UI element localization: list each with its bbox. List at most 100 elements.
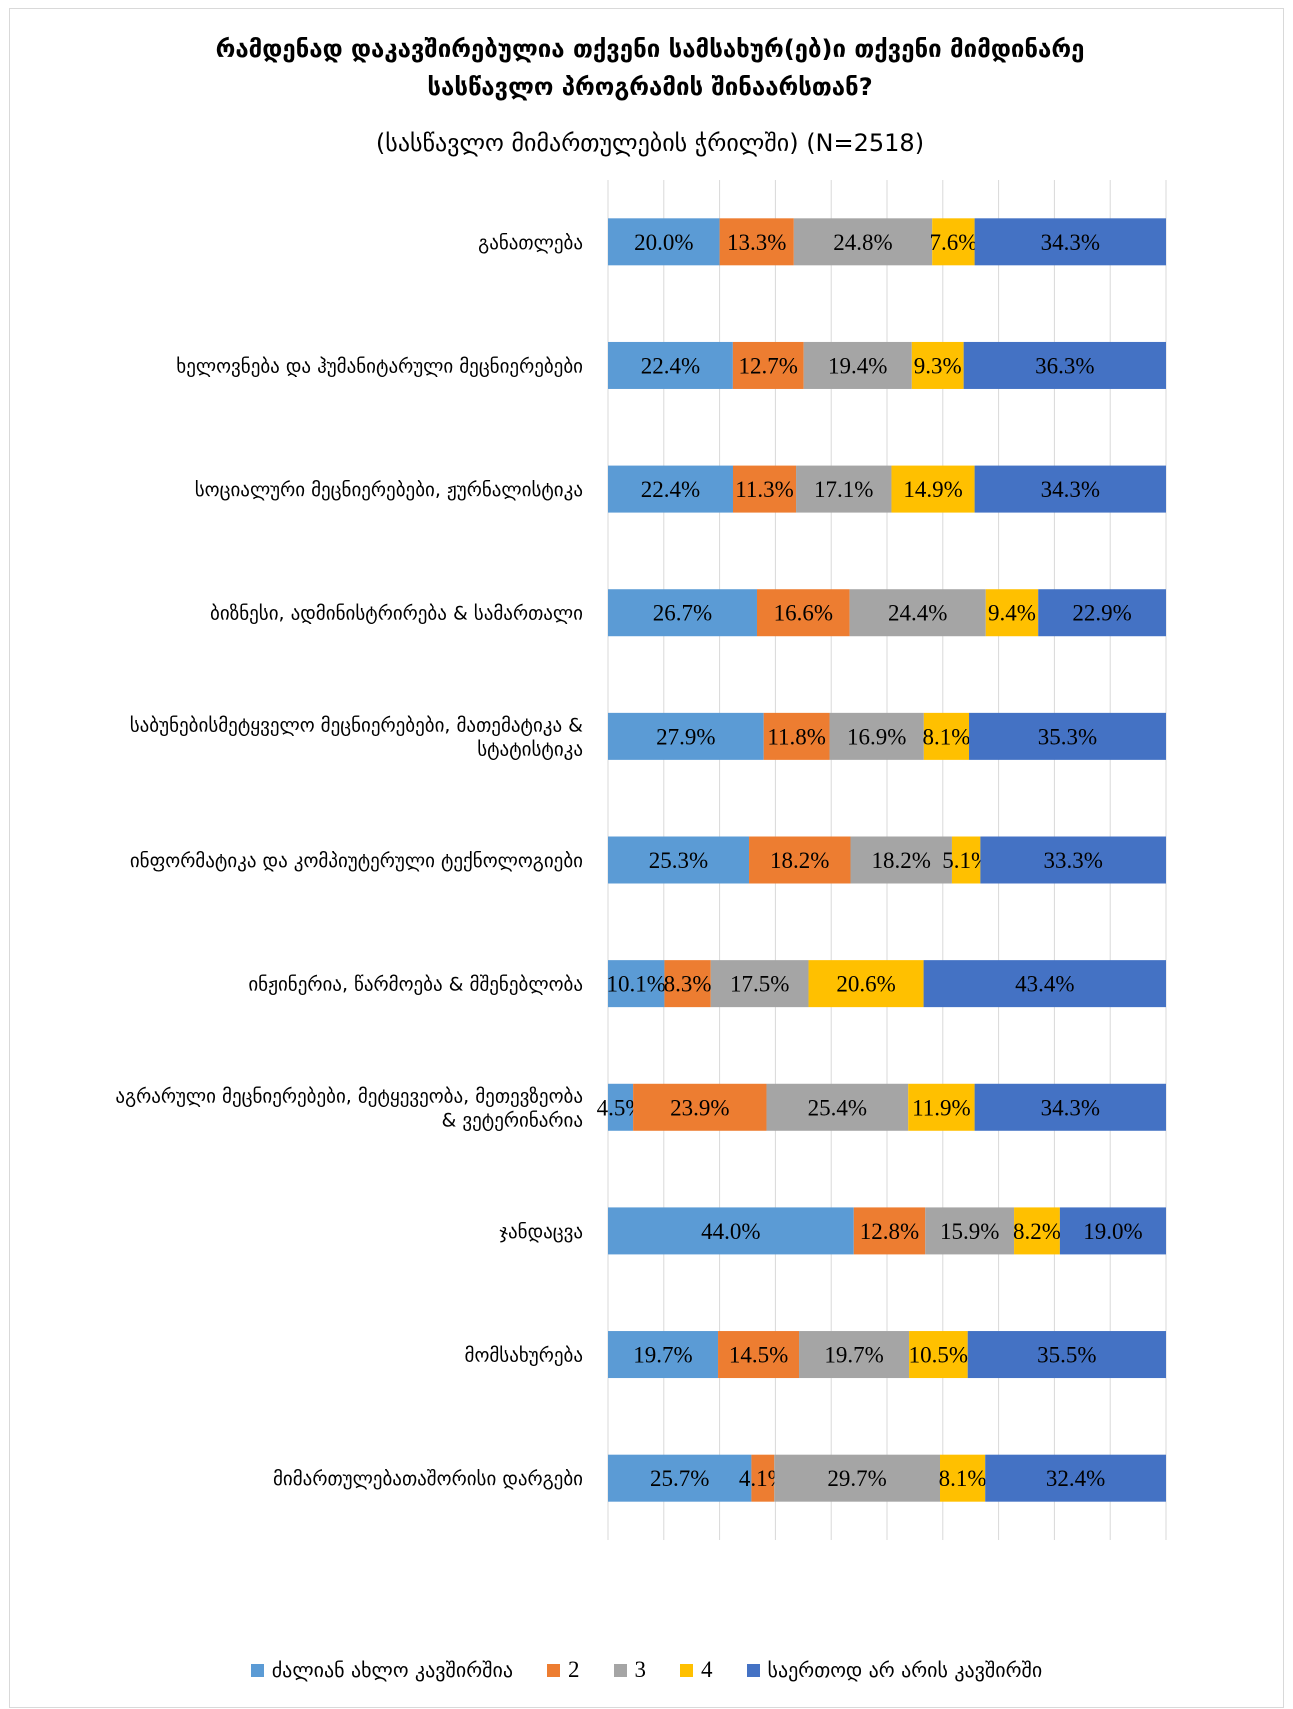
bar-segment [932, 218, 975, 266]
category-label: ინჟინერია, წარმოება & მშენებლობა [248, 974, 583, 996]
bar-segment [923, 712, 970, 760]
bar-segment [891, 465, 975, 513]
data-label: 43.4% [1015, 972, 1074, 997]
data-label: 27.9% [656, 724, 715, 749]
bar-segment [1059, 1207, 1166, 1255]
legend-label: 3 [634, 1657, 647, 1682]
category-label: საბუნებისმეტყველო მეცნიერებები, მათემატი… [130, 714, 583, 736]
bar-segment [985, 589, 1039, 637]
bar-segment [974, 465, 1166, 513]
data-label: 25.3% [649, 848, 708, 873]
bar-segment [756, 589, 850, 637]
data-label: 29.7% [827, 1466, 886, 1491]
data-label: 8.1% [922, 724, 970, 749]
data-label: 17.1% [814, 477, 873, 502]
bar-segment [732, 341, 804, 389]
data-label: 18.2% [872, 848, 931, 873]
bar-segment [796, 465, 892, 513]
data-label: 23.9% [670, 1095, 729, 1120]
legend-label: ძალიან ახლო კავშირშია [271, 1658, 514, 1682]
legend: ძალიან ახლო კავშირშია 2 3 4 საერთოდ არ არის … [0, 1657, 1293, 1683]
bar-segment [853, 1207, 926, 1255]
category-label: ხელოვნება და ჰუმანიტარული მეცნიერებები [176, 355, 583, 377]
legend-item: 4 [680, 1657, 713, 1683]
bar-segment [719, 218, 794, 266]
bar-segment [751, 1454, 775, 1502]
bar-segment [718, 1331, 800, 1379]
category-label: ინფორმატიკა და კომპიუტერული ტექნოლოგიები [130, 850, 583, 872]
data-label: 22.4% [641, 477, 700, 502]
category-label: ბიზნესი, ადმინისტრირება & სამართალი [210, 603, 583, 625]
data-label: 16.6% [774, 601, 833, 626]
bar-segment [974, 218, 1166, 266]
bar-segment [774, 1454, 941, 1502]
legend-swatch [680, 1663, 694, 1677]
data-label: 10.1% [606, 972, 665, 997]
bar-segment [608, 712, 764, 760]
data-label: 34.3% [1041, 1095, 1100, 1120]
data-label: 35.5% [1037, 1343, 1096, 1368]
bar-segment [967, 1331, 1166, 1379]
data-label: 24.8% [833, 230, 892, 255]
data-label: 8.2% [1013, 1219, 1061, 1244]
legend-item: საერთოდ არ არის კავშირში [746, 1658, 1042, 1682]
bar-segment [940, 1454, 986, 1502]
bar-segment [799, 1331, 910, 1379]
data-label: 24.4% [888, 601, 947, 626]
chart-title: რამდენად დაკავშირებულია თქვენი სამსახურ(… [60, 30, 1240, 106]
data-label: 32.4% [1046, 1466, 1105, 1491]
bar-segment [969, 712, 1166, 760]
data-label: 9.4% [988, 601, 1036, 626]
legend-swatch [250, 1663, 264, 1677]
bar-segment [710, 960, 809, 1008]
category-label: აგრარული მეცნიერებები, მეტყევეობა, მეთევ… [115, 1085, 583, 1107]
data-label: 7.6% [929, 230, 977, 255]
bar-segment [608, 218, 720, 266]
bar-segment [766, 1083, 909, 1131]
data-label: 16.9% [847, 724, 906, 749]
data-label: 25.7% [650, 1466, 709, 1491]
bar-segment [749, 836, 851, 884]
data-label: 20.0% [634, 230, 693, 255]
bar-segment [608, 1454, 752, 1502]
category-label: ჯანდაცვა [499, 1221, 583, 1243]
legend-swatch [746, 1663, 760, 1677]
bar-segment [911, 341, 964, 389]
data-label: 33.3% [1043, 848, 1102, 873]
bar-segment [608, 1207, 854, 1255]
category-label: სტატისტიკა [477, 738, 583, 760]
data-label: 19.7% [633, 1343, 692, 1368]
bar-segment [664, 960, 711, 1008]
data-label: 35.3% [1038, 724, 1097, 749]
data-label: 14.9% [903, 477, 962, 502]
bar-segment [980, 836, 1166, 884]
stacked-bar-chart: განათლება 20.0% 13.3% 24.8% 7.6% 34.3% ხელოვნე… [115, 180, 1167, 1540]
category-label: სოციალური მეცნიერებები, ჟურნალისტიკა [195, 479, 583, 501]
data-label: 20.6% [836, 972, 895, 997]
data-label: 34.3% [1041, 477, 1100, 502]
bar-segment [1038, 589, 1166, 637]
data-label: 26.7% [653, 601, 712, 626]
data-label: 19.7% [824, 1343, 883, 1368]
category-label: & ვეტერინარია [442, 1109, 583, 1131]
category-label: განათლება [478, 232, 583, 254]
data-label: 19.0% [1083, 1219, 1142, 1244]
category-label: მიმართულებათაშორისი დარგები [273, 1468, 583, 1490]
data-label: 11.9% [912, 1095, 971, 1120]
bar-segment [908, 1083, 975, 1131]
data-label: 19.4% [828, 353, 887, 378]
data-label: 14.5% [729, 1343, 788, 1368]
data-label: 8.1% [939, 1466, 987, 1491]
bar-segment [985, 1454, 1166, 1502]
chart-title-line-2: სასწავლო პროგრამის შინაარსთან? [427, 73, 873, 101]
data-label: 44.0% [701, 1219, 760, 1244]
data-label: 13.3% [727, 230, 786, 255]
bar-segment [608, 1083, 634, 1131]
bar-segment [974, 1083, 1166, 1131]
category-label: მომსახურება [465, 1345, 583, 1367]
data-label: 22.4% [641, 353, 700, 378]
bar-segment [963, 341, 1166, 389]
legend-swatch [547, 1663, 561, 1677]
data-label: 17.5% [730, 972, 789, 997]
data-label: 11.3% [735, 477, 794, 502]
